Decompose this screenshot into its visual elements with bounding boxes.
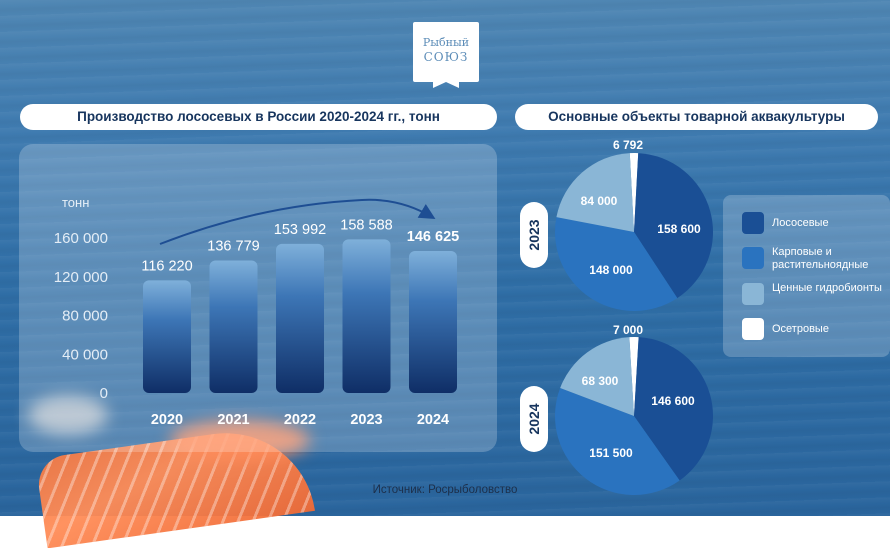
legend-label: Ценные гидробионты: [772, 282, 882, 294]
legend-swatch: [742, 318, 764, 340]
pie-value-label: 84 000: [581, 194, 618, 208]
pie-value-label: 148 000: [589, 263, 633, 277]
left-chart-title: Производство лососевых в России 2020-202…: [20, 104, 497, 130]
pie-slice-2: [556, 153, 634, 232]
year-label-2024: 2024: [526, 403, 542, 435]
brand-line-1: Рыбный: [422, 36, 470, 49]
pie-slice-1: [555, 387, 680, 495]
legend-swatch: [742, 212, 764, 234]
y-tick-label: 40 000: [62, 346, 108, 363]
pie-value-label: 146 600: [651, 394, 695, 408]
pie-slice-0: [634, 337, 714, 481]
bar-2023: [342, 239, 391, 393]
blurred-decoration: [170, 420, 310, 460]
pie-slice-2: [560, 337, 634, 416]
pie-slice-1: [555, 217, 678, 312]
bar-value-label: 136 779: [207, 238, 259, 254]
x-tick-label: 2024: [417, 412, 449, 428]
x-tick-label: 2023: [350, 412, 382, 428]
pie-value-label: 68 300: [582, 374, 619, 388]
source-note: Источник: Росрыболовство: [372, 484, 518, 496]
bar-chart: тонн 0 40 000 80 000 120 000 160 000 116 220…: [53, 195, 459, 428]
y-tick-label: 160 000: [54, 230, 108, 247]
trend-arrow: [159, 198, 436, 245]
y-axis-label: тонн: [62, 195, 89, 210]
bar-value-label: 116 220: [141, 258, 192, 274]
bar-2021: [209, 260, 258, 393]
pie-value-label: 151 500: [589, 446, 633, 460]
y-tick-label: 80 000: [62, 308, 108, 325]
pie-slice-3: [629, 153, 639, 232]
blurred-decoration: [28, 395, 108, 435]
pie-value-label: 158 600: [657, 222, 701, 236]
year-label-2023: 2023: [526, 219, 542, 251]
right-chart-title: Основные объекты товарной аквакультуры: [515, 104, 878, 130]
x-tick-label: 2022: [284, 412, 316, 428]
bar-value-label: 153 992: [274, 222, 326, 238]
brand-logo: Рыбный СОЮЗ: [413, 22, 479, 88]
bar-value-label: 146 625: [407, 229, 459, 245]
year-pill-2023: 2023: [520, 202, 548, 268]
bar-2020: [143, 280, 191, 393]
legend-label: Лососевые: [772, 217, 829, 229]
pie-charts: 158 600 148 000 84 000 6 792 146 600 151 500…: [555, 138, 714, 495]
pie-slice-0: [634, 153, 714, 299]
x-tick-label: 2020: [151, 412, 183, 428]
pie-value-label: 6 792: [613, 138, 643, 152]
pie-value-label: 7 000: [613, 323, 643, 337]
bar-2022: [276, 243, 324, 393]
legend-swatch: [742, 247, 764, 269]
legend-label: Карповые и растительноядные: [772, 246, 869, 271]
pie-slice-3: [629, 337, 639, 416]
year-pill-2024: 2024: [520, 386, 548, 452]
y-tick-label: 120 000: [54, 269, 108, 286]
legend-swatch: [742, 283, 764, 305]
brand-line-2: СОЮЗ: [423, 50, 469, 64]
legend-label: Осетровые: [772, 323, 829, 335]
x-tick-label: 2021: [217, 412, 249, 428]
bar-2024: [409, 250, 457, 393]
y-tick-label: 0: [100, 385, 108, 402]
bar-value-label: 158 588: [340, 217, 392, 233]
